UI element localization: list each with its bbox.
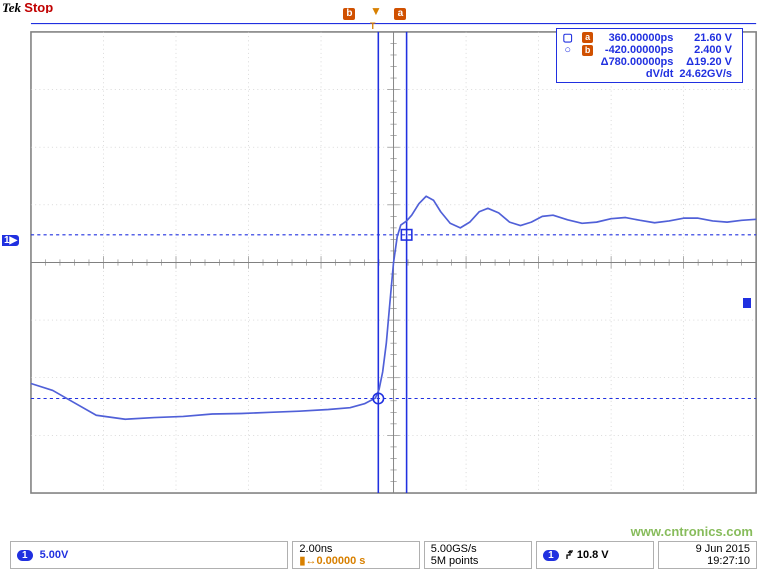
cursor-badge-a: a [394, 8, 406, 20]
trigger-ch-badge: 1 [543, 550, 559, 561]
timebase: 2.00ns [299, 543, 412, 555]
record-length: 5M points [431, 555, 525, 567]
cursor-readout-box: ▢a360.00000ps21.60 V○b-420.00000ps2.400 … [556, 28, 743, 83]
cursor-badge-b: b [343, 8, 355, 20]
trigger-time-marker: ▼T [370, 4, 382, 32]
datetime-cell: 9 Jun 2015 19:27:10 [658, 541, 757, 569]
ch1-scale: 5.00V [40, 549, 69, 561]
oscilloscope-plot [10, 4, 765, 544]
timebase-cell: 2.00ns ▮↔0.00000 s [292, 541, 419, 569]
time-offset: 0.00000 s [316, 555, 365, 567]
ch1-badge: 1 [17, 550, 33, 561]
acq-date: 9 Jun 2015 [665, 543, 750, 555]
ch1-ground-marker: 1▶ [2, 235, 19, 246]
bottom-status-bar: 1 5.00V 2.00ns ▮↔0.00000 s 5.00GS/s 5M p… [10, 541, 757, 569]
time-offset-icon: ▮↔ [299, 555, 316, 567]
sample-rate: 5.00GS/s [431, 543, 525, 555]
trigger-level-marker [743, 298, 751, 308]
rising-edge-icon [566, 550, 574, 560]
acq-time: 19:27:10 [665, 555, 750, 567]
watermark: www.cntronics.com [631, 524, 753, 539]
screenshot-root: Tek Stop b a ▼T 1▶ ▢a360.00000ps21.60 V○… [0, 0, 765, 573]
ch1-scale-cell: 1 5.00V [10, 541, 288, 569]
trigger-cell: 1 10.8 V [536, 541, 654, 569]
trigger-level: 10.8 V [577, 549, 609, 561]
sample-cell: 5.00GS/s 5M points [424, 541, 532, 569]
